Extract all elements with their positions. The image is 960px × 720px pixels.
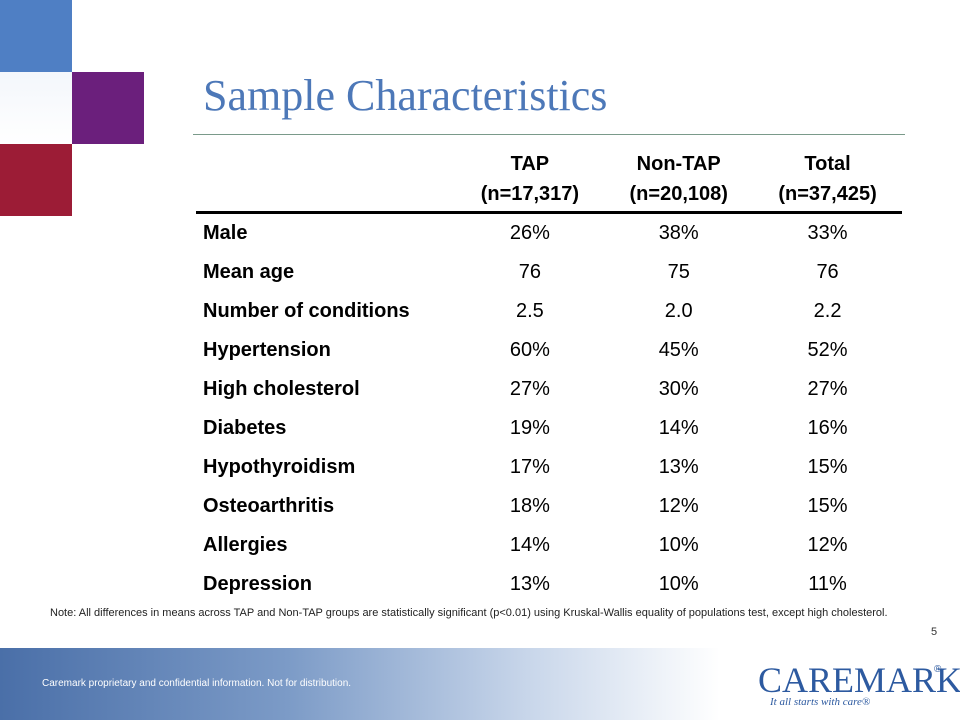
table-row: Mean age 76 75 76: [196, 253, 902, 292]
row-label: Number of conditions: [203, 299, 410, 322]
cell-tap: 13%: [509, 572, 550, 595]
confidentiality-notice: Caremark proprietary and confidential in…: [42, 678, 352, 689]
cell-non-tap: 13%: [658, 455, 699, 478]
cell-tap: 76: [518, 260, 541, 283]
cell-total: 15%: [807, 494, 848, 517]
header-blank: [196, 148, 456, 214]
slide-title: Sample Characteristics: [203, 71, 608, 120]
header-line2: (n=20,108): [629, 182, 728, 205]
table-row: High cholesterol 27% 30% 27%: [196, 370, 902, 409]
cell-total: 33%: [807, 221, 848, 244]
row-label: Diabetes: [203, 416, 287, 439]
header-line2: (n=37,425): [778, 182, 877, 205]
decor-square-red: [0, 144, 72, 216]
header-line1: TAP: [510, 152, 550, 175]
header-line1: Total: [804, 152, 851, 175]
cell-tap: 18%: [509, 494, 550, 517]
cell-tap: 26%: [509, 221, 550, 244]
cell-tap: 19%: [509, 416, 550, 439]
header-line1: Non-TAP: [636, 152, 721, 175]
page-number: 5: [931, 626, 938, 638]
title-divider: [193, 134, 905, 135]
row-label: High cholesterol: [203, 377, 360, 400]
footer-band: [0, 648, 960, 720]
header-tap: TAP (n=17,317): [455, 148, 605, 214]
table-row: Diabetes 19% 14% 16%: [196, 409, 902, 448]
row-label: Hypertension: [203, 338, 331, 361]
characteristics-table: TAP (n=17,317) Non-TAP (n=20,108) Total (n=…: [196, 148, 902, 604]
row-label: Depression: [203, 572, 312, 595]
cell-total: 15%: [807, 455, 848, 478]
table-row: Osteoarthritis 18% 12% 15%: [196, 487, 902, 526]
row-label: Hypothyroidism: [203, 455, 356, 478]
header-non-tap: Non-TAP (n=20,108): [604, 148, 754, 214]
table-row: Allergies 14% 10% 12%: [196, 526, 902, 565]
cell-non-tap: 45%: [658, 338, 699, 361]
cell-tap: 2.5: [515, 299, 544, 322]
cell-total: 16%: [807, 416, 848, 439]
row-label: Osteoarthritis: [203, 494, 335, 517]
cell-non-tap: 10%: [658, 533, 699, 556]
cell-non-tap: 75: [667, 260, 690, 283]
caremark-logo: CAREMARK ® It all starts with care®: [758, 660, 960, 710]
cell-non-tap: 2.0: [664, 299, 693, 322]
cell-total: 27%: [807, 377, 848, 400]
table-row: Hypothyroidism 17% 13% 15%: [196, 448, 902, 487]
table-row: Male 26% 38% 33%: [196, 212, 902, 253]
cell-tap: 27%: [509, 377, 550, 400]
cell-total: 11%: [808, 572, 847, 595]
cell-total: 12%: [807, 533, 848, 556]
cell-total: 52%: [807, 338, 848, 361]
footnote: Note: All differences in means across TA…: [50, 607, 888, 619]
logo-tagline: It all starts with care®: [770, 696, 871, 708]
cell-tap: 17%: [509, 455, 550, 478]
cell-non-tap: 10%: [658, 572, 699, 595]
decor-square-purple: [72, 72, 144, 144]
cell-total: 2.2: [813, 299, 842, 322]
table-row: Number of conditions 2.5 2.0 2.2: [196, 292, 902, 331]
header-line2: (n=17,317): [480, 182, 580, 205]
row-label: Allergies: [203, 533, 288, 556]
logo-wordmark: CAREMARK: [758, 660, 960, 700]
row-label: Male: [203, 221, 248, 244]
logo-registered-mark: ®: [934, 664, 942, 675]
table-header-row: TAP (n=17,317) Non-TAP (n=20,108) Total (n=…: [196, 148, 902, 214]
cell-non-tap: 30%: [658, 377, 699, 400]
cell-total: 76: [816, 260, 839, 283]
cell-non-tap: 38%: [658, 221, 699, 244]
decor-square-fade: [0, 72, 72, 144]
table-row: Hypertension 60% 45% 52%: [196, 331, 902, 370]
table-row: Depression 13% 10% 11%: [196, 565, 902, 604]
cell-non-tap: 14%: [658, 416, 699, 439]
cell-non-tap: 12%: [658, 494, 699, 517]
header-total: Total (n=37,425): [753, 148, 902, 214]
decor-square-blue: [0, 0, 72, 72]
row-label: Mean age: [203, 260, 295, 283]
cell-tap: 14%: [509, 533, 550, 556]
cell-tap: 60%: [509, 338, 550, 361]
